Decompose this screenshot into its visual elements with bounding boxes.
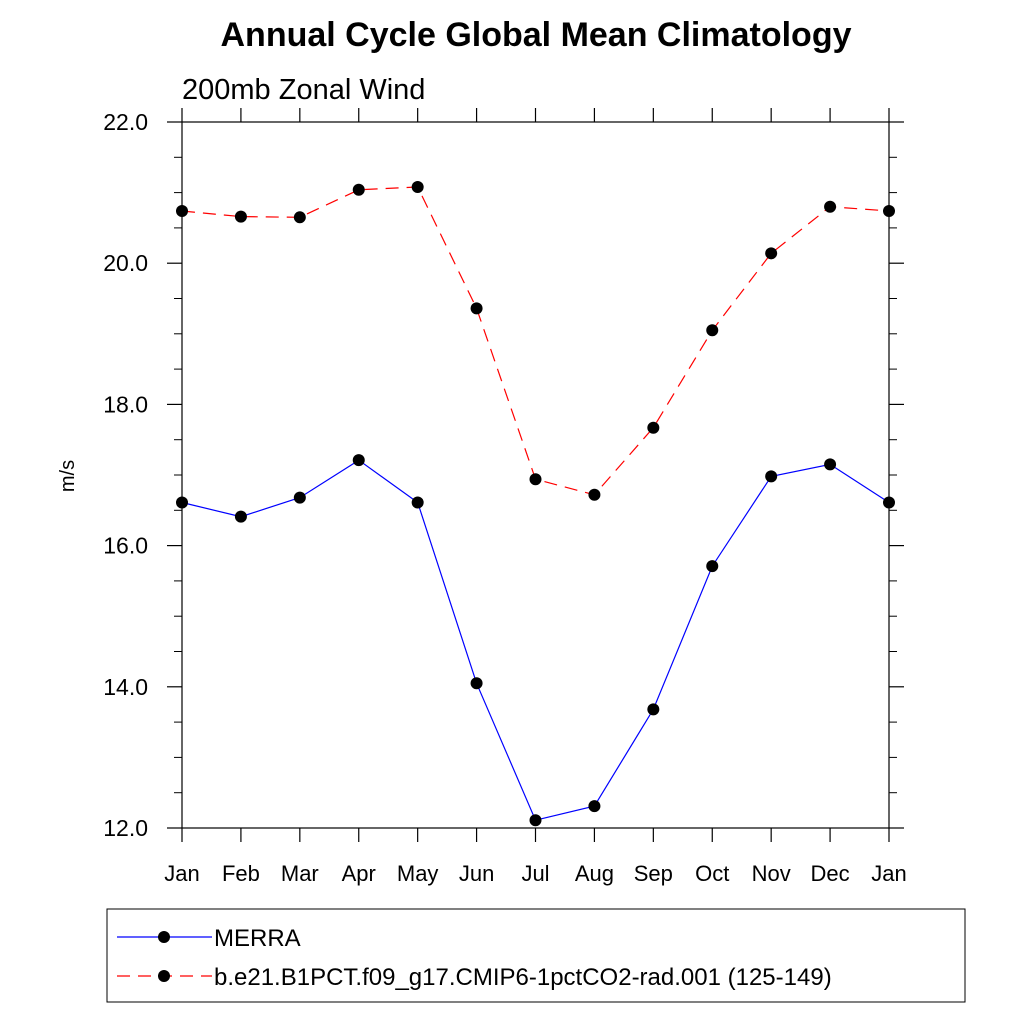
y-tick-label: 22.0 bbox=[103, 109, 148, 135]
x-tick-label: Jan bbox=[871, 861, 906, 886]
series-layer bbox=[176, 180, 895, 827]
legend-box bbox=[106, 908, 966, 1003]
series-1-point bbox=[529, 814, 542, 827]
x-tick-label: Dec bbox=[811, 861, 850, 886]
series-1-point bbox=[765, 470, 778, 483]
legend-label-1: MERRA bbox=[214, 925, 301, 952]
series-2-point bbox=[470, 302, 483, 315]
chart-subtitle: 200mb Zonal Wind bbox=[182, 74, 425, 106]
x-tick-label: Apr bbox=[342, 861, 376, 886]
x-tick-label: Nov bbox=[752, 861, 791, 886]
series-2-point bbox=[176, 204, 188, 217]
y-axis-label: m/s bbox=[57, 460, 79, 492]
x-tick-label: Jul bbox=[521, 861, 549, 886]
series-1-point bbox=[176, 496, 188, 509]
series-2-point bbox=[883, 204, 895, 217]
series-1-point bbox=[352, 454, 365, 467]
x-tick-label: May bbox=[397, 861, 439, 886]
x-tick-label: Sep bbox=[634, 861, 673, 886]
y-tick-label: 12.0 bbox=[103, 815, 148, 841]
series-2-point bbox=[352, 183, 365, 196]
chart-title: Annual Cycle Global Mean Climatology bbox=[221, 16, 852, 54]
series-1-point bbox=[824, 458, 837, 471]
series-2-point bbox=[647, 421, 660, 434]
x-tick-label: Aug bbox=[575, 861, 614, 886]
x-tick-label: Mar bbox=[281, 861, 319, 886]
series-1-point bbox=[588, 800, 601, 813]
y-tick-label: 16.0 bbox=[103, 533, 148, 559]
x-tick-label: Jan bbox=[164, 861, 199, 886]
series-line-2 bbox=[181, 186, 890, 496]
x-tick-label: Oct bbox=[695, 861, 729, 886]
series-2-point bbox=[824, 200, 837, 213]
x-tick-label: Feb bbox=[222, 861, 260, 886]
series-1-point bbox=[470, 677, 483, 690]
series-2-point bbox=[706, 324, 719, 337]
axes-layer: 12.0 14.0 16.0 18.0 20.0 22.0 Jan Feb Mar Apr May J… bbox=[103, 108, 907, 886]
y-tick-label: 18.0 bbox=[103, 391, 148, 417]
series-1-point bbox=[293, 491, 306, 504]
legend: MERRA b.e21.B1PCT.f09_g17.CMIP6-1pctCO2-r… bbox=[117, 925, 832, 991]
series-line-1 bbox=[181, 459, 890, 821]
x-tick-label: Jun bbox=[459, 861, 494, 886]
legend-label-2: b.e21.B1PCT.f09_g17.CMIP6-1pctCO2-rad.00… bbox=[214, 964, 832, 991]
y-tick-label: 14.0 bbox=[103, 674, 148, 700]
series-1-point bbox=[647, 703, 660, 716]
series-2-point bbox=[411, 180, 424, 193]
legend-marker-2 bbox=[158, 970, 170, 982]
series-1-point bbox=[411, 496, 424, 509]
series-2-point bbox=[293, 211, 306, 224]
series-2-point bbox=[529, 473, 542, 486]
series-2-point bbox=[765, 247, 778, 260]
series-2-point bbox=[234, 210, 247, 223]
series-1-point bbox=[706, 560, 719, 573]
series-1-point bbox=[883, 496, 895, 509]
series-2-point bbox=[588, 488, 601, 501]
series-1-point bbox=[234, 510, 247, 523]
y-tick-label: 20.0 bbox=[103, 250, 148, 276]
legend-marker-1 bbox=[158, 931, 170, 943]
